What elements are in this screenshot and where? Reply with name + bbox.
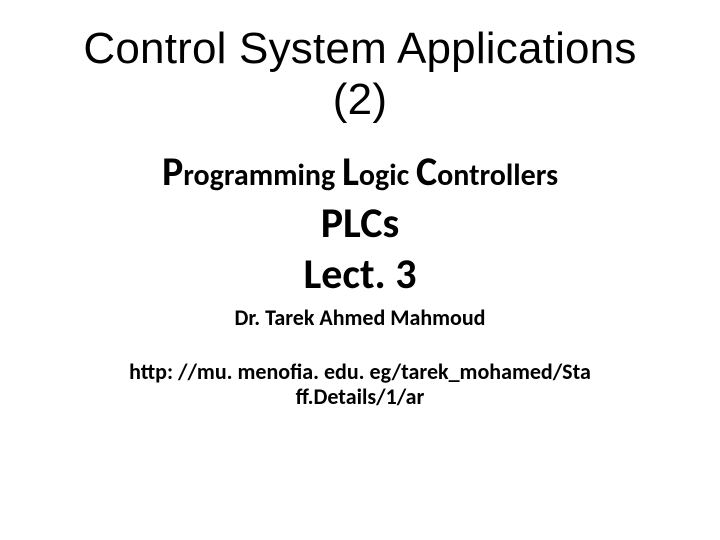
rest-programming: rogramming (183, 157, 342, 194)
url-line-1: http: //mu. menofia. edu. eg/tarek_moham… (129, 358, 591, 385)
url-line-2: ff.Details/1/ar (296, 383, 425, 410)
page-title: Control System Applications (2) (40, 24, 680, 125)
course-url: http: //mu. menofia. edu. eg/tarek_moham… (90, 359, 630, 410)
subtitle-plc-expansion: Programming Logic Controllers (0, 147, 720, 196)
cap-p: P (162, 147, 183, 196)
title-line-2: (2) (333, 75, 387, 124)
acronym: PLCs (0, 198, 720, 249)
slide: Control System Applications (2) Programm… (0, 0, 720, 540)
title-line-1: Control System Applications (83, 24, 636, 73)
author-name: Dr. Tarek Ahmed Mahmoud (0, 304, 720, 331)
rest-logic: ogic (359, 157, 416, 194)
rest-controllers: ontrollers (437, 157, 558, 194)
lecture-number: Lect. 3 (0, 249, 720, 300)
cap-c: C (416, 147, 437, 196)
cap-l: L (342, 147, 359, 196)
